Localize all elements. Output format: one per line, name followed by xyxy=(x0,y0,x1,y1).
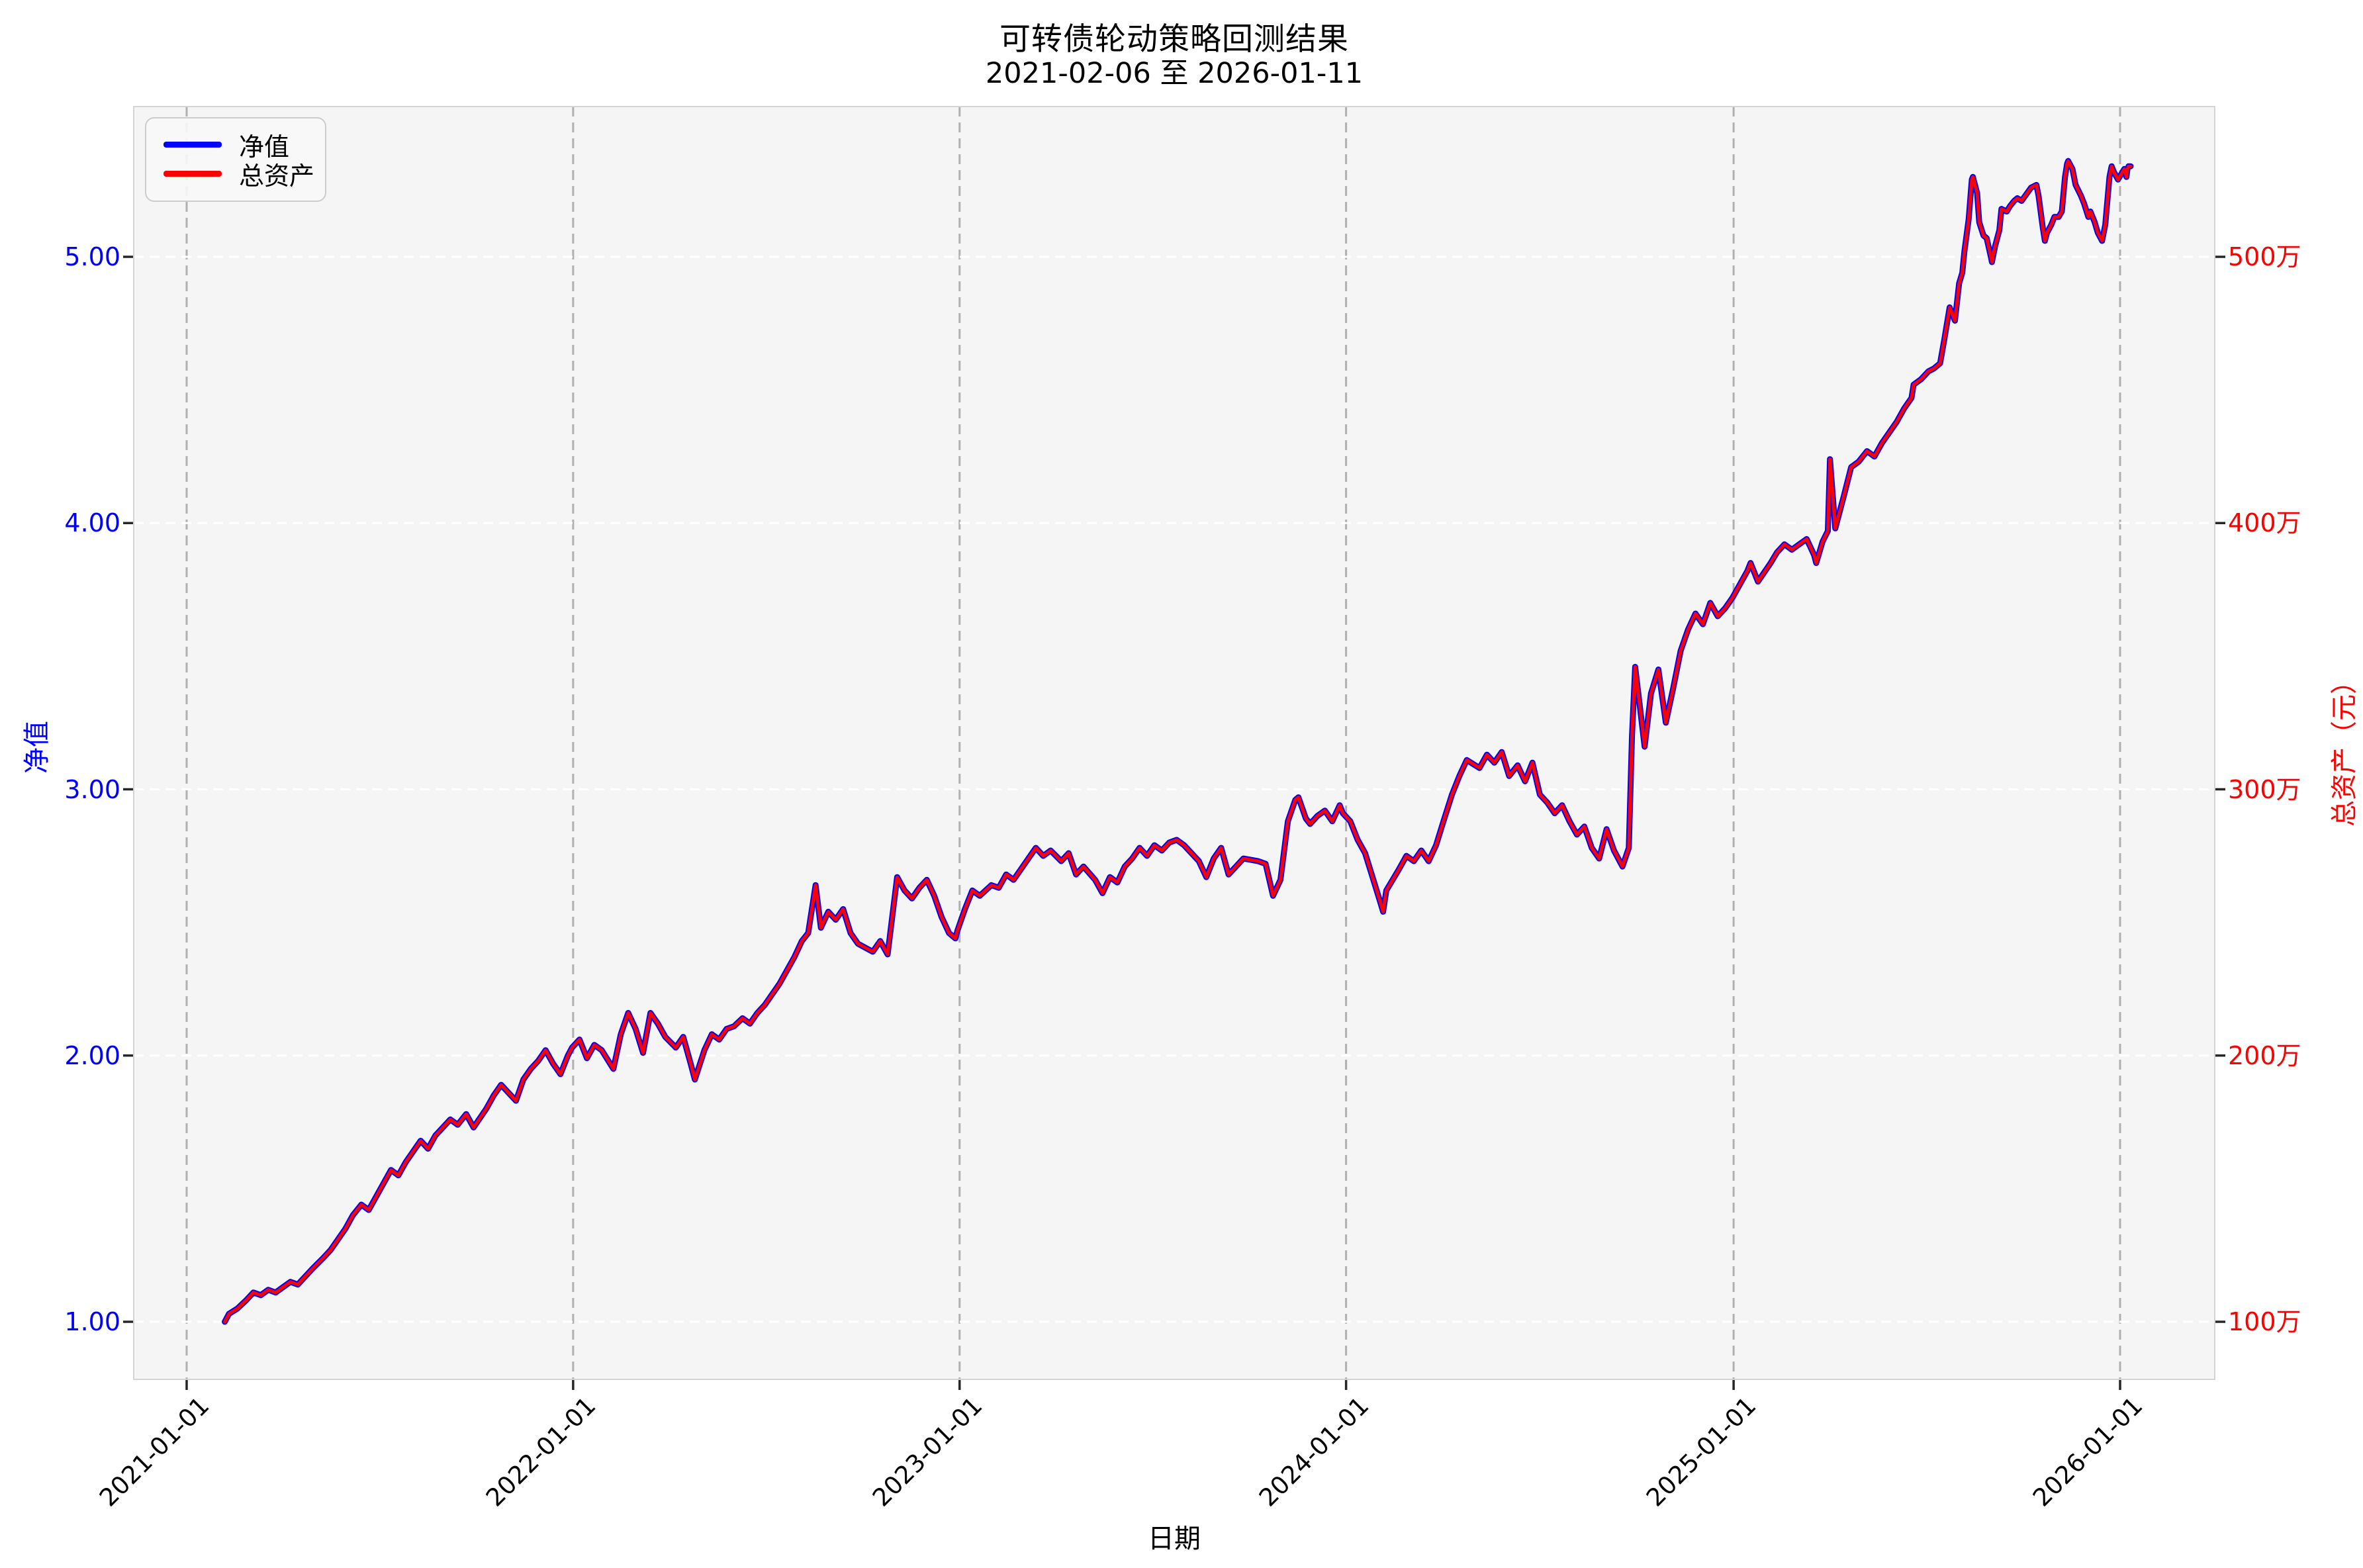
total-asset-line-swatch xyxy=(163,170,222,177)
y-left-tick-label: 1.00 xyxy=(64,1307,120,1336)
plot-border xyxy=(133,106,2215,1380)
y-axis-label-right: 总资产（元） xyxy=(2329,668,2360,827)
y-right-tick-label: 100万 xyxy=(2228,1307,2301,1336)
net-value-line-swatch xyxy=(163,141,222,148)
y-left-tick-label: 2.00 xyxy=(64,1040,120,1070)
y-left-tick-label: 3.00 xyxy=(64,774,120,804)
legend-item-net-value: 净值 xyxy=(163,130,325,161)
y-left-tick-label: 5.00 xyxy=(64,242,120,271)
legend-label: 净值 xyxy=(239,132,290,161)
plot-background xyxy=(134,107,2215,1379)
x-axis-label: 日期 xyxy=(1148,1524,1201,1554)
h-gridlines xyxy=(134,255,2215,1323)
v-gridlines xyxy=(185,107,2121,1379)
y-left-tick-label: 4.00 xyxy=(64,508,120,538)
chart-title: 可转债轮动策略回测结果 xyxy=(999,21,1349,58)
axis-tick-marks xyxy=(123,255,2225,1390)
y-right-tick-label: 400万 xyxy=(2228,508,2301,538)
y-right-tick-label: 300万 xyxy=(2228,774,2301,804)
legend: 净值 总资产 xyxy=(145,117,326,202)
y-axis-label-left: 净值 xyxy=(22,721,52,774)
legend-item-total-asset: 总资产 xyxy=(163,159,325,191)
y-right-tick-label: 200万 xyxy=(2228,1040,2301,1070)
total-asset-line xyxy=(223,159,2133,1324)
legend-label: 总资产 xyxy=(239,161,315,191)
y-right-tick-label: 500万 xyxy=(2228,242,2301,271)
chart-subtitle: 2021-02-06 至 2026-01-11 xyxy=(985,57,1364,90)
